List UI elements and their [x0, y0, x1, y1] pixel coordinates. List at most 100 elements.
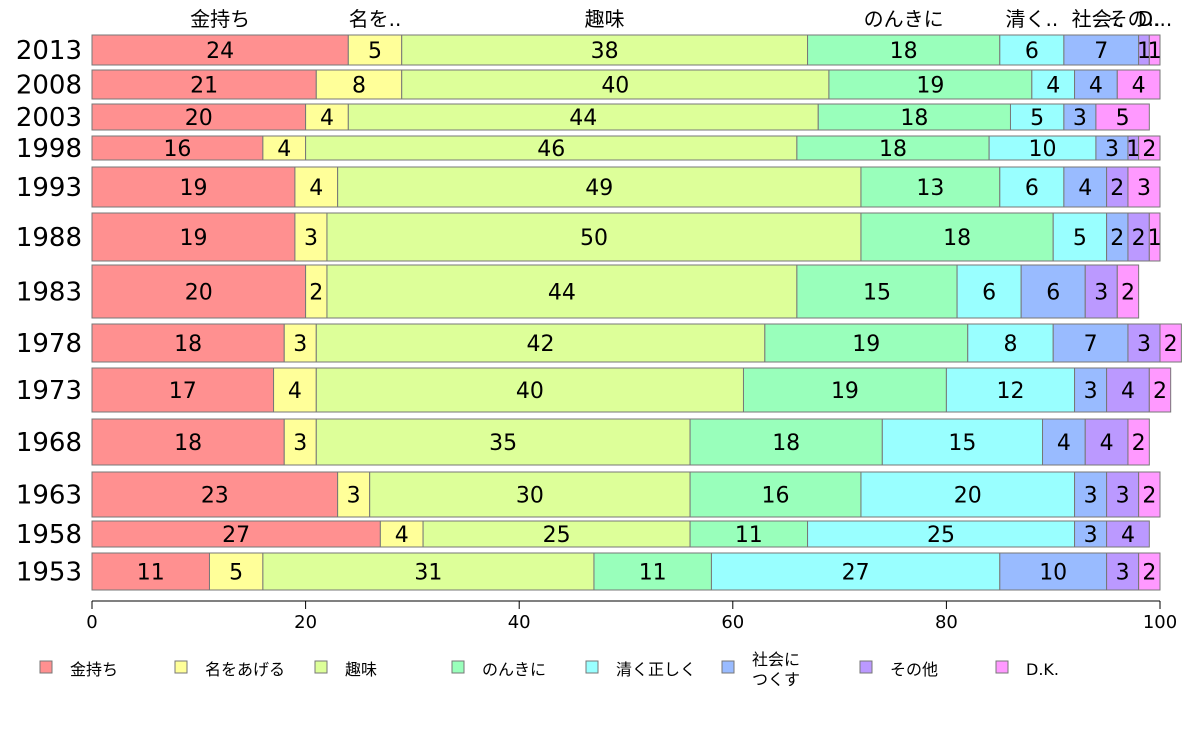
- value-label-1993-8: 3: [1137, 176, 1151, 201]
- value-label-2008-4: 19: [916, 74, 944, 99]
- bar-segment-1973-5: [945, 367, 1076, 413]
- bar-segment-2008-1: [91, 69, 317, 100]
- value-label-1983-4: 15: [863, 281, 891, 306]
- bar-segment-1953-3: [262, 552, 595, 591]
- value-label-2013-3: 38: [591, 39, 619, 64]
- bar-segment-2008-6: [1074, 69, 1118, 100]
- year-label-1958: 1958: [16, 520, 82, 550]
- value-label-1993-7: 2: [1110, 176, 1124, 201]
- legend-label-1: 金持ち: [70, 660, 118, 679]
- x-axis: 0 20 40 60 80 100: [86, 600, 1177, 633]
- bar-segment-1973-3: [315, 367, 744, 413]
- value-label-1988-1: 19: [179, 226, 207, 251]
- bar-segment-1993-8: [1127, 166, 1161, 208]
- bar-segment-1978-5: [967, 323, 1054, 363]
- bar-segment-1983-4: [796, 264, 958, 319]
- value-label-2008-3: 40: [601, 74, 629, 99]
- bar-segment-1978-4: [764, 323, 969, 363]
- value-label-1963-4: 16: [762, 484, 790, 509]
- bar-segment-1953-5: [710, 552, 1001, 591]
- bar-segment-1958-2: [379, 520, 424, 548]
- value-label-1958-2: 4: [395, 523, 409, 548]
- bar-segment-2008-3: [401, 69, 830, 100]
- value-label-2013-7: 1: [1137, 39, 1151, 64]
- bar-segment-1983-8: [1116, 264, 1140, 319]
- legend-label-7: その他: [890, 660, 938, 679]
- value-label-1953-4: 11: [639, 561, 667, 586]
- value-label-1978-8: 2: [1164, 332, 1178, 357]
- value-label-2008-6: 4: [1089, 74, 1103, 99]
- value-label-1973-4: 19: [831, 379, 859, 404]
- bar-segment-1998-6: [1095, 135, 1129, 161]
- bar-segment-2003-2: [305, 103, 349, 131]
- bar-segment-1963-1: [91, 471, 339, 518]
- value-label-1998-1: 16: [163, 137, 191, 162]
- value-label-1968-2: 3: [293, 431, 307, 456]
- top-label-8: D...: [1138, 7, 1172, 31]
- value-label-1968-4: 18: [772, 431, 800, 456]
- legend-label-5: 清く正しく: [616, 660, 696, 679]
- value-label-1983-6: 6: [1046, 281, 1060, 306]
- value-label-1963-7: 3: [1116, 484, 1130, 509]
- bar-segment-1968-1: [91, 418, 285, 466]
- value-label-1983-8: 2: [1121, 281, 1135, 306]
- bar-segment-1968-6: [1042, 418, 1086, 466]
- bar-segment-2013-1: [91, 34, 349, 66]
- top-label-6: 社会..: [1072, 7, 1125, 31]
- x-tick-label-40: 40: [508, 612, 531, 633]
- bar-segment-2013-6: [1063, 34, 1140, 66]
- value-label-1953-5: 27: [842, 561, 870, 586]
- value-label-2013-5: 6: [1025, 39, 1039, 64]
- bar-segment-1953-6: [999, 552, 1108, 591]
- bar-segment-2013-8: [1148, 34, 1161, 66]
- value-label-1998-4: 18: [879, 137, 907, 162]
- value-label-1953-8: 2: [1142, 561, 1156, 586]
- value-label-1993-2: 4: [309, 176, 323, 201]
- legend-swatch-7: [859, 660, 873, 674]
- bar-segment-1968-2: [283, 418, 317, 466]
- value-label-1973-8: 2: [1153, 379, 1167, 404]
- value-label-1988-2: 3: [304, 226, 318, 251]
- bar-segment-1978-8: [1159, 323, 1182, 363]
- bar-segment-2003-6: [1063, 103, 1097, 131]
- bar-segment-1968-8: [1127, 418, 1150, 466]
- legend-label-6: 社会につくす: [752, 650, 800, 689]
- value-label-1973-1: 17: [169, 379, 197, 404]
- value-label-1978-7: 3: [1137, 332, 1151, 357]
- year-label-1973: 1973: [16, 376, 82, 406]
- value-label-1998-2: 4: [277, 137, 291, 162]
- value-label-1983-1: 20: [185, 281, 213, 306]
- year-label-1978: 1978: [16, 329, 82, 359]
- value-label-2008-8: 4: [1132, 74, 1146, 99]
- value-label-1988-6: 2: [1110, 226, 1124, 251]
- value-label-1998-7: 1: [1126, 137, 1140, 162]
- legend-swatch-6: [721, 660, 735, 674]
- value-label-2003-1: 20: [185, 106, 213, 131]
- bar-segment-1958-3: [422, 520, 691, 548]
- top-label-7: その..: [1108, 7, 1161, 31]
- value-label-1998-5: 10: [1029, 137, 1057, 162]
- value-label-2003-2: 4: [320, 106, 334, 131]
- value-label-1968-6: 4: [1057, 431, 1071, 456]
- value-label-1958-1: 27: [222, 523, 250, 548]
- value-label-1958-5: 25: [927, 523, 955, 548]
- bar-segment-1968-4: [689, 418, 883, 466]
- value-label-1983-2: 2: [309, 281, 323, 306]
- bar-segment-1958-6: [1074, 520, 1108, 548]
- top-label-3: 趣味: [585, 7, 625, 31]
- bar-segment-1988-2: [294, 212, 328, 262]
- x-tick-label-60: 60: [721, 612, 744, 633]
- bar-segment-1973-6: [1074, 367, 1108, 413]
- year-label-1988: 1988: [16, 223, 82, 253]
- bar-segment-1988-4: [860, 212, 1054, 262]
- value-label-1988-3: 50: [580, 226, 608, 251]
- value-label-1958-7: 4: [1121, 523, 1135, 548]
- value-label-2003-4: 18: [900, 106, 928, 131]
- bar-segment-1998-4: [796, 135, 990, 161]
- value-label-2003-8: 5: [1116, 106, 1130, 131]
- value-label-1983-7: 3: [1094, 281, 1108, 306]
- bar-segment-2003-8: [1095, 103, 1150, 131]
- top-category-labels: 金持ち 名を.. 趣味 のんきに 清く.. 社会..その..D...: [190, 7, 1172, 31]
- bar-segment-1998-3: [305, 135, 798, 161]
